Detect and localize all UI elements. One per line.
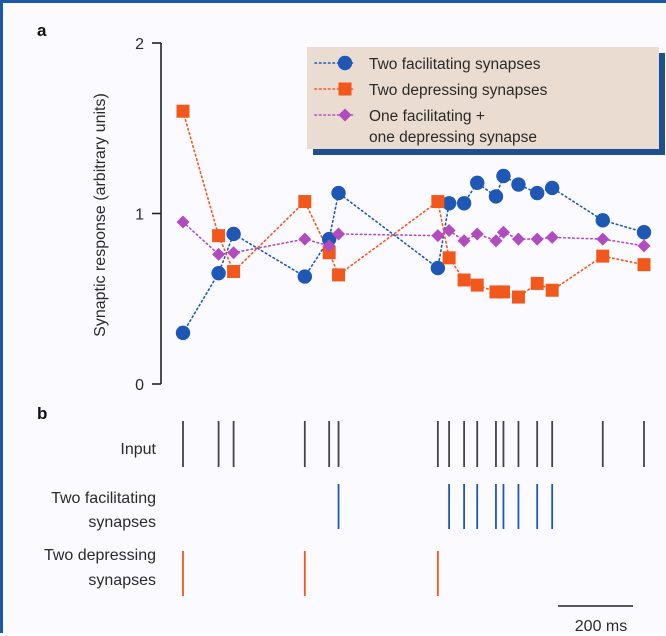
data-point-square — [431, 195, 445, 209]
data-point-circle — [496, 168, 511, 184]
series-line-circle — [182, 174, 645, 334]
data-point-diamond — [545, 230, 559, 244]
data-point-circle — [441, 196, 457, 211]
data-point-diamond — [298, 232, 312, 246]
data-point-circle — [430, 260, 446, 276]
legend-label: one depressing synapse — [369, 129, 537, 146]
data-point-circle — [321, 231, 337, 247]
scale-bar-label: 200 ms — [575, 618, 627, 635]
legend-box — [307, 47, 659, 149]
panel-label-a: a — [37, 21, 47, 40]
synaptic-response-figure: a b 0 1 2 Synaptic response (arbitrary unit… — [37, 21, 665, 635]
raster-row-label: Two depressing — [44, 547, 156, 564]
data-point-circle — [211, 265, 226, 281]
data-point-square — [637, 258, 651, 272]
data-point-circle — [488, 189, 504, 204]
data-point-square — [442, 251, 456, 265]
data-point-circle — [456, 196, 472, 211]
data-point-diamond — [227, 246, 241, 260]
y-tick-label: 1 — [135, 207, 144, 224]
plot-axes: 0 1 2 Synaptic response (arbitrary units) — [92, 36, 162, 394]
legend-marker-circle — [337, 55, 353, 71]
data-point-diamond — [496, 225, 510, 239]
legend-marker-diamond — [338, 108, 352, 122]
raster-row-label: synapses — [88, 514, 156, 531]
data-point-diamond — [431, 229, 445, 243]
panel-label-b: b — [37, 404, 47, 423]
data-point-diamond — [176, 215, 190, 229]
data-point-square — [511, 290, 525, 304]
raster-row-label: Input — [120, 441, 156, 458]
y-axis-label: Synaptic response (arbitrary units) — [92, 93, 109, 337]
data-point-square — [596, 249, 610, 263]
series-line-square — [182, 110, 645, 298]
data-point-square — [530, 276, 544, 290]
legend: Two facilitating synapses Two depressing … — [307, 47, 665, 155]
data-point-diamond — [511, 232, 525, 246]
data-point-circle — [175, 325, 191, 341]
data-point-circle — [226, 226, 241, 242]
data-point-square — [496, 285, 510, 299]
data-point-square — [322, 246, 336, 260]
data-point-circle — [544, 180, 560, 196]
data-point-circle — [529, 185, 545, 201]
series-markers — [175, 104, 652, 341]
data-point-circle — [511, 177, 526, 192]
data-point-diamond — [470, 227, 484, 241]
data-point-square — [545, 283, 559, 297]
data-point-diamond — [322, 239, 336, 253]
legend-label: Two depressing synapses — [369, 82, 548, 99]
data-point-diamond — [212, 247, 226, 261]
data-point-circle — [297, 269, 313, 284]
data-point-square — [457, 273, 471, 287]
legend-marker-square — [338, 82, 352, 96]
raster-row-label: Two facilitating — [51, 490, 156, 507]
data-point-square — [298, 195, 312, 209]
data-point-diamond — [489, 234, 503, 248]
data-point-diamond — [596, 232, 610, 246]
data-point-diamond — [457, 234, 471, 248]
data-point-diamond — [442, 224, 456, 238]
spike-raster: Input Two facilitating synapses Two depress… — [44, 421, 645, 635]
y-tick-label: 0 — [135, 377, 144, 394]
data-point-circle — [470, 175, 485, 191]
data-point-square — [332, 268, 346, 282]
data-point-diamond — [332, 227, 346, 241]
legend-label: One facilitating + — [369, 108, 485, 125]
data-point-circle — [331, 185, 346, 201]
data-point-square — [227, 264, 241, 278]
data-point-diamond — [530, 232, 544, 246]
data-point-square — [470, 278, 484, 292]
data-point-square — [212, 229, 226, 243]
data-point-diamond — [637, 239, 651, 253]
y-tick-label: 2 — [135, 36, 144, 53]
data-point-circle — [595, 213, 610, 228]
data-point-square — [176, 104, 190, 118]
data-point-circle — [636, 225, 652, 240]
raster-row-label: synapses — [88, 572, 156, 589]
legend-label: Two facilitating synapses — [369, 56, 541, 73]
